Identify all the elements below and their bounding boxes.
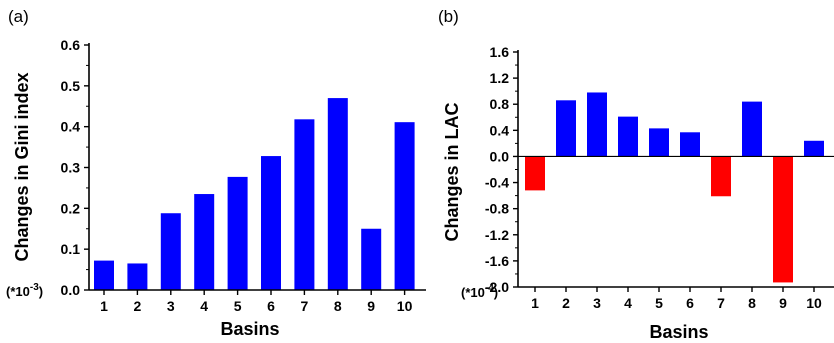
panel-b-x-tick-label: 6 bbox=[686, 295, 694, 311]
panel-a-bar-2 bbox=[127, 263, 148, 290]
panel-a-x-tick-label: 1 bbox=[100, 298, 108, 314]
panel-a-bar-10 bbox=[394, 122, 415, 290]
panel-a-y-tick-label: 0.5 bbox=[61, 78, 81, 94]
panel-b-y-tick-label: -0.8 bbox=[485, 201, 509, 217]
panel-a-y-tick-label: 0.3 bbox=[61, 160, 81, 176]
panel-a-y-tick-label: 0.4 bbox=[61, 119, 81, 135]
panel-b-lac-chart: (b) -2.0 -1.6 -1.2 -0.8 -0.4 0.0 0.4 0.8 1.2 1.6 1… bbox=[438, 7, 834, 342]
panel-a-y-tick-label: 0.6 bbox=[61, 37, 81, 53]
panel-b-bar-9 bbox=[773, 156, 793, 283]
panel-b-bar-10 bbox=[804, 140, 824, 157]
panel-b-y-tick-label: 0.8 bbox=[490, 96, 510, 112]
panel-a-bar-7 bbox=[294, 119, 315, 290]
panel-a-x-axis-title: Basins bbox=[220, 319, 279, 339]
panel-a-gini-chart: (a) 0.0 0.1 0.2 0.3 0.4 0.5 0.6 1 2 3 4 5 6 7 8 9 10 (*1… bbox=[6, 7, 426, 339]
panel-b-y-tick-label: 0.4 bbox=[490, 122, 510, 138]
panel-a-y-tick-label: 0.2 bbox=[61, 200, 81, 216]
panel-b-x-tick-label: 10 bbox=[806, 295, 822, 311]
panel-b-bar-1 bbox=[525, 156, 545, 191]
panel-b-x-tick-label: 7 bbox=[717, 295, 725, 311]
panel-b-y-tick-label: 0.0 bbox=[490, 148, 510, 164]
panel-b-bar-3 bbox=[587, 92, 607, 157]
panel-b-y-tick-label: 1.2 bbox=[490, 70, 510, 86]
panel-b-x-tick-label: 4 bbox=[624, 295, 632, 311]
panel-a-x-tick-label: 2 bbox=[134, 298, 142, 314]
panel-b-x-tick-label: 3 bbox=[593, 295, 601, 311]
panel-b-bar-8 bbox=[742, 101, 762, 157]
panel-a-bar-1 bbox=[94, 260, 114, 290]
panel-b-y-tick-label: -2.0 bbox=[485, 279, 509, 295]
panel-a-bar-6 bbox=[261, 156, 281, 290]
panel-b-bar-6 bbox=[680, 132, 700, 157]
panel-a-y-axis-title: Changes in Gini index bbox=[12, 72, 32, 261]
panel-a-label: (a) bbox=[8, 7, 29, 26]
panel-a-x-tick-label: 4 bbox=[200, 298, 208, 314]
panel-a-bar-5 bbox=[227, 176, 248, 290]
panel-b-y-tick-label: -0.4 bbox=[485, 175, 509, 191]
panel-a-y-tick-label: 0.1 bbox=[61, 241, 81, 257]
panel-a-x-tick-label: 6 bbox=[267, 298, 275, 314]
panel-b-x-tick-label: 2 bbox=[562, 295, 570, 311]
panel-a-x-tick-label: 10 bbox=[397, 298, 413, 314]
panel-a-x-tick-label: 9 bbox=[367, 298, 375, 314]
panel-b-y-tick-label: -1.6 bbox=[485, 253, 509, 269]
panel-b-bar-7 bbox=[711, 156, 731, 197]
panel-b-x-tick-label: 1 bbox=[531, 295, 539, 311]
panel-a-x-tick-label: 7 bbox=[301, 298, 309, 314]
panel-b-bar-5 bbox=[649, 128, 669, 157]
panel-a-x-tick-label: 3 bbox=[167, 298, 175, 314]
panel-b-x-tick-label: 5 bbox=[655, 295, 663, 311]
panel-b-x-tick-label: 9 bbox=[779, 295, 787, 311]
panel-a-bar-8 bbox=[327, 98, 348, 290]
panel-a-bar-4 bbox=[194, 194, 215, 290]
panel-a-y-tick-label: 0.0 bbox=[61, 282, 81, 298]
panel-a-x-tick-label: 8 bbox=[334, 298, 342, 314]
panel-a-bar-9 bbox=[361, 228, 382, 290]
panel-b-label: (b) bbox=[438, 7, 459, 26]
panel-b-x-axis-title: Basins bbox=[649, 322, 708, 342]
panel-b-bar-2 bbox=[556, 100, 576, 157]
panel-a-bar-3 bbox=[160, 213, 181, 290]
panel-b-y-axis-title: Changes in LAC bbox=[442, 102, 462, 241]
panel-b-y-tick-label: 1.6 bbox=[490, 44, 510, 60]
panel-b-bar-4 bbox=[618, 116, 638, 157]
panel-a-multiplier: (*10-3) bbox=[6, 282, 43, 299]
panel-b-x-tick-label: 8 bbox=[748, 295, 756, 311]
panel-a-x-tick-label: 5 bbox=[234, 298, 242, 314]
panel-b-y-tick-label: -1.2 bbox=[485, 227, 509, 243]
panel-b-multiplier: (*10-4) bbox=[461, 283, 498, 300]
